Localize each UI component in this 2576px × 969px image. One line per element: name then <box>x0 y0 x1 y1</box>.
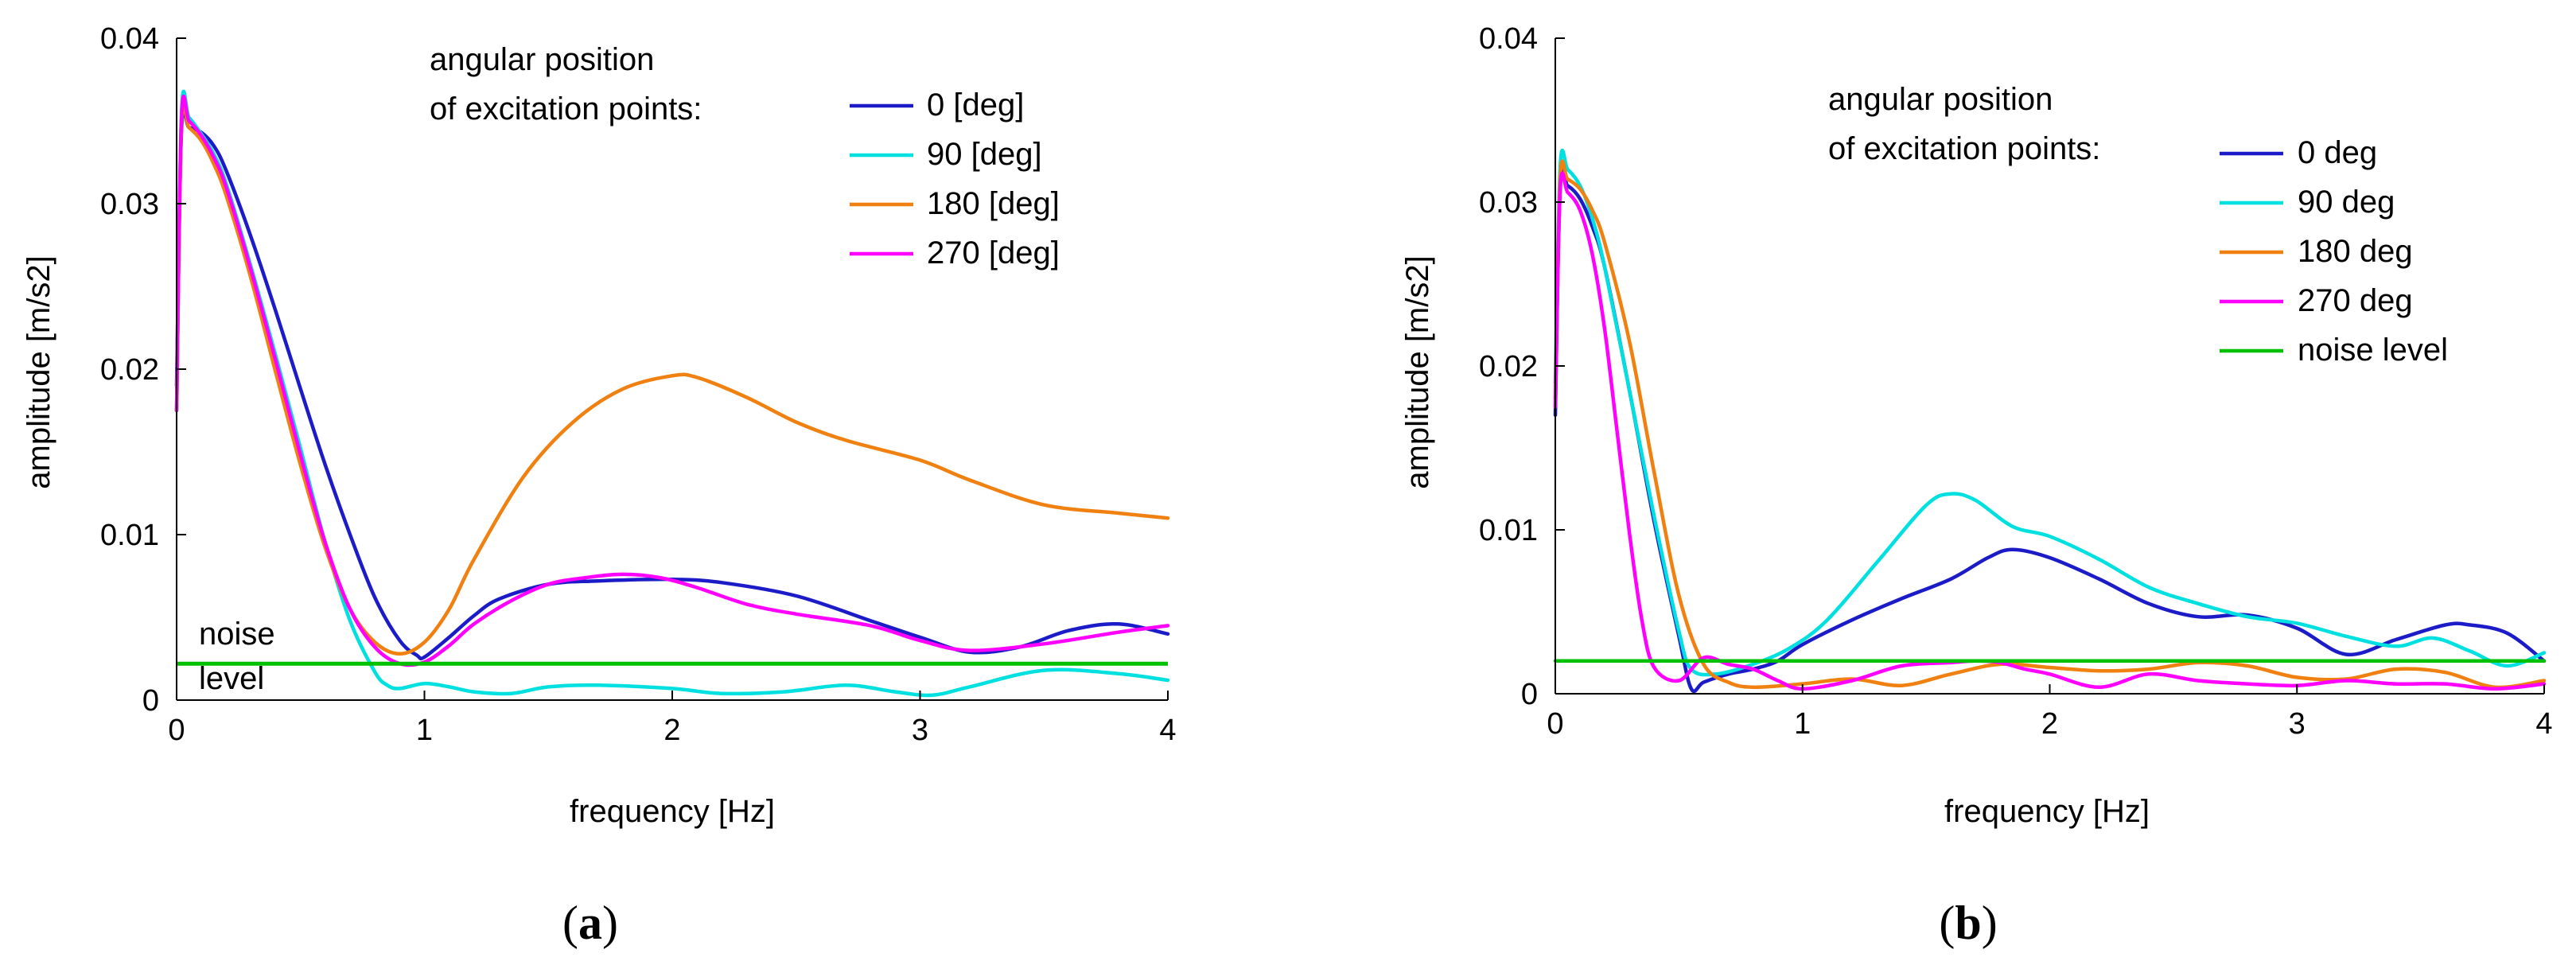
panel-b-y-tick-label: 0.02 <box>1479 350 1538 383</box>
panel-a-series-deg0 <box>174 107 1170 661</box>
panel-a-x-tick-label: 1 <box>416 714 433 747</box>
panel-a-series <box>174 89 1170 698</box>
panel-a-legend: 0 [deg] 90 [deg] 180 [deg] 270 [deg] <box>850 88 1060 270</box>
panel-b-series-deg90 <box>1553 148 2547 677</box>
panel-a-legend-label-deg180: 180 [deg] <box>927 186 1060 221</box>
panel-a-axes <box>176 37 1169 701</box>
panel-a-tick-labels: 0 1 2 3 4 0 0.01 0.02 0.03 0.04 <box>100 22 1177 747</box>
panel-a: 0 1 2 3 4 0 0.01 0.02 0.03 0.04 frequency [Hz] am… <box>21 22 1177 949</box>
panel-a-series-deg180 <box>174 101 1170 656</box>
panel-a-y-axis-label: amplitude [m/s2] <box>21 255 56 488</box>
panel-b-x-tick-label: 1 <box>1794 707 1811 741</box>
panel-b-legend-title-line2: of excitation points: <box>1828 131 2100 166</box>
panel-b-legend-label-deg0: 0 deg <box>2298 135 2377 170</box>
panel-b-legend-label-deg180: 180 deg <box>2298 234 2413 269</box>
panel-a-series-deg270 <box>174 94 1170 667</box>
panel-a-x-tick-label: 4 <box>1159 714 1176 747</box>
panel-b-y-tick-label: 0.03 <box>1479 186 1538 220</box>
panel-a-x-axis-label: frequency [Hz] <box>570 794 775 829</box>
panel-b-legend-label-deg270: 270 deg <box>2298 283 2413 318</box>
panel-a-legend-label-deg270: 270 [deg] <box>927 235 1060 270</box>
panel-b-y-tick-label: 0 <box>1521 678 1538 711</box>
panel-b-legend-label-noise: noise level <box>2298 333 2448 368</box>
panel-a-caption: (a) <box>562 897 618 949</box>
panel-b-x-tick-label: 4 <box>2535 707 2552 741</box>
panel-b-x-tick-label: 0 <box>1547 707 1563 741</box>
panel-a-y-tick-label: 0.02 <box>100 353 159 387</box>
panel-b-caption: (b) <box>1939 897 1997 949</box>
panel-a-y-tick-label: 0.03 <box>100 188 159 221</box>
panel-a-x-tick-label: 2 <box>663 714 680 747</box>
panel-b: 0 1 2 3 4 0 0.01 0.02 0.03 0.04 frequency [Hz] am… <box>1400 22 2553 949</box>
panel-a-x-tick-label: 0 <box>168 714 185 747</box>
panel-b-tick-labels: 0 1 2 3 4 0 0.01 0.02 0.03 0.04 <box>1479 22 2553 741</box>
panel-b-series-deg180 <box>1553 159 2547 690</box>
panel-a-noise-annotation-line2: level <box>199 661 264 696</box>
panel-b-y-tick-label: 0.01 <box>1479 514 1538 547</box>
panel-b-x-tick-label: 3 <box>2289 707 2306 741</box>
panel-a-x-tick-label: 3 <box>912 714 928 747</box>
panel-b-x-tick-label: 2 <box>2041 707 2058 741</box>
panel-b-y-tick-label: 0.04 <box>1479 22 1538 56</box>
panel-a-legend-label-deg90: 90 [deg] <box>927 137 1042 172</box>
panel-a-noise-annotation-line1: noise <box>199 617 275 652</box>
panel-a-legend-title-line2: of excitation points: <box>430 91 702 126</box>
panel-a-y-tick-label: 0 <box>142 684 159 718</box>
panel-b-legend-title-line1: angular position <box>1828 82 2053 117</box>
panel-b-legend-label-deg90: 90 deg <box>2298 185 2395 220</box>
panel-a-legend-label-deg0: 0 [deg] <box>927 88 1024 123</box>
panel-b-axes <box>1555 37 2545 695</box>
panel-a-legend-title-line1: angular position <box>430 42 654 77</box>
panel-b-y-axis-label: amplitude [m/s2] <box>1400 255 1435 488</box>
panel-b-legend: 0 deg 90 deg 180 deg 270 deg noise level <box>2220 135 2448 368</box>
panel-a-y-tick-label: 0.01 <box>100 519 159 552</box>
panel-a-y-tick-label: 0.04 <box>100 22 159 56</box>
panel-b-x-axis-label: frequency [Hz] <box>1944 794 2150 829</box>
